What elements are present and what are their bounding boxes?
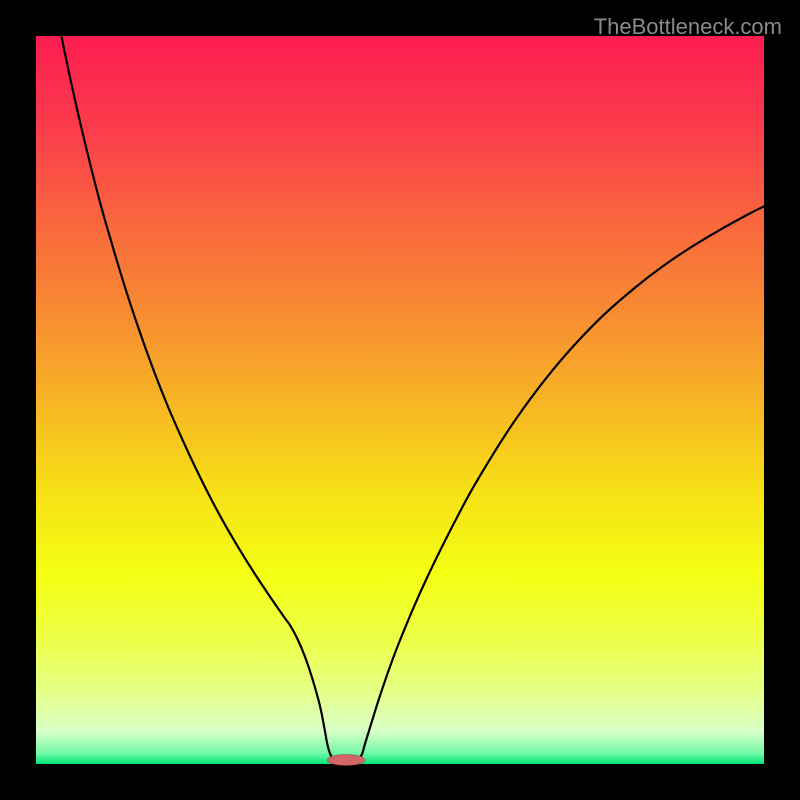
watermark-label: TheBottleneck.com	[594, 14, 782, 40]
optimal-marker	[327, 755, 365, 766]
chart-gradient-background	[36, 36, 764, 764]
bottleneck-chart	[0, 0, 800, 800]
